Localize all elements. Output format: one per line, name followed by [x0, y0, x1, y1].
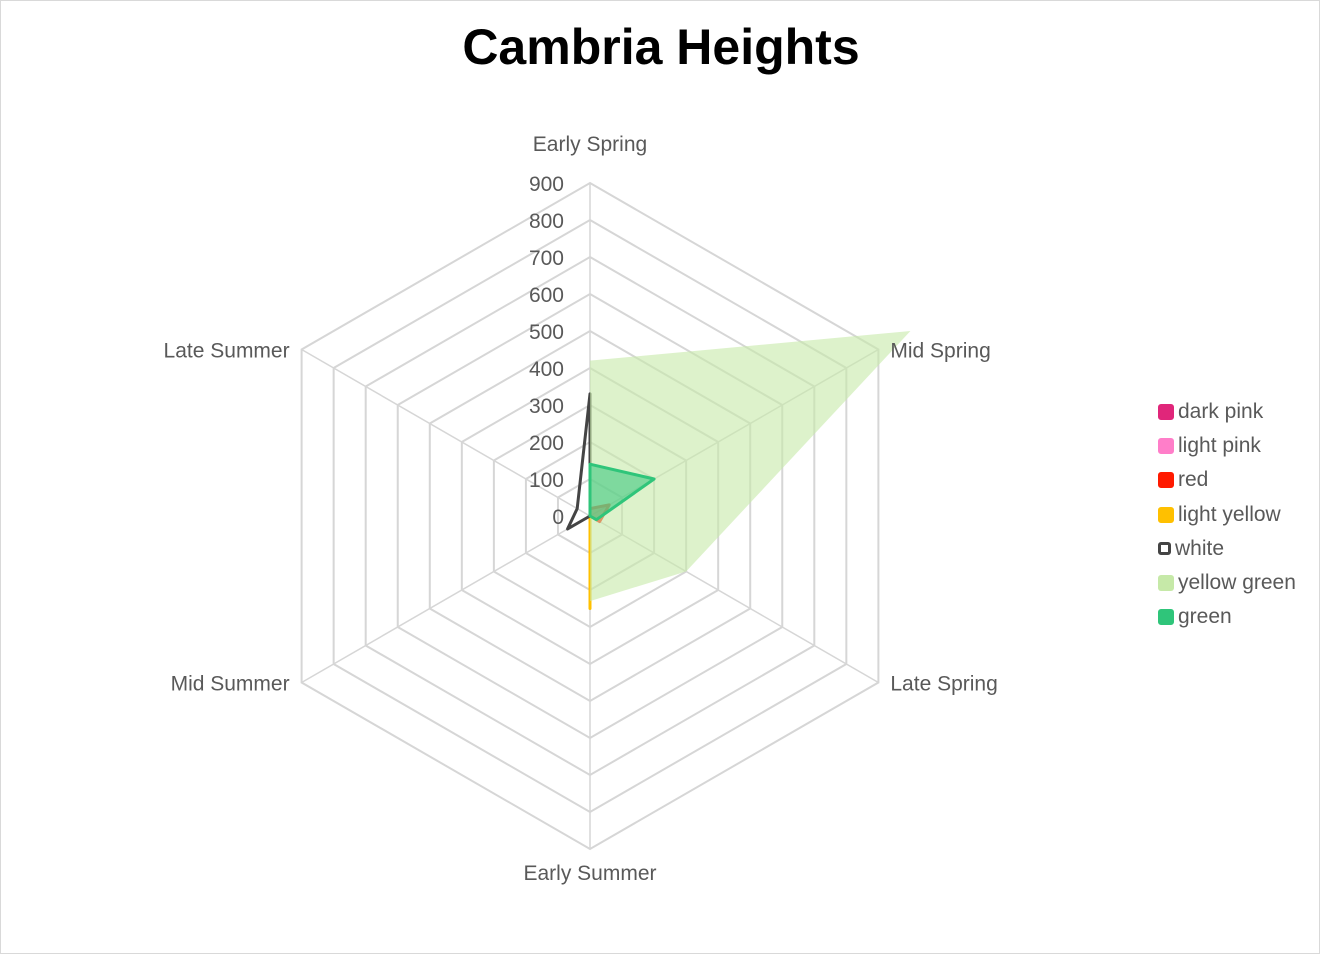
legend-item: dark pink	[1158, 395, 1296, 429]
legend-label: light pink	[1178, 434, 1261, 458]
legend-label: dark pink	[1178, 400, 1264, 424]
legend-label: light yellow	[1178, 502, 1281, 526]
tick-label: 800	[529, 210, 564, 233]
legend-item: white	[1158, 532, 1296, 566]
category-label: Late Spring	[890, 673, 997, 696]
tick-label: 600	[529, 284, 564, 307]
grid-spoke	[301, 348, 591, 517]
tick-label: 200	[529, 432, 564, 455]
category-label: Late Summer	[164, 340, 290, 363]
category-label: Mid Summer	[171, 673, 290, 696]
legend-label: yellow green	[1178, 571, 1296, 595]
tick-label: 700	[529, 247, 564, 270]
legend-swatch	[1158, 438, 1174, 455]
tick-label: 400	[529, 358, 564, 381]
tick-label: 300	[529, 395, 564, 418]
legend-swatch	[1158, 609, 1174, 626]
legend-swatch	[1158, 575, 1174, 592]
legend-item: green	[1158, 600, 1296, 634]
radar-series	[566, 331, 911, 610]
series-yellow-green	[590, 331, 911, 602]
series-green	[588, 462, 656, 522]
legend-item: light pink	[1158, 429, 1296, 463]
category-label: Early Summer	[523, 862, 656, 885]
legend: dark pink light pink red light yellow white y…	[1158, 395, 1296, 634]
tick-label: 100	[529, 469, 564, 492]
tick-label: 0	[552, 506, 564, 529]
legend-item: yellow green	[1158, 566, 1296, 600]
tick-label: 500	[529, 321, 564, 344]
legend-label: white	[1175, 536, 1225, 560]
legend-swatch	[1158, 404, 1174, 421]
legend-swatch	[1158, 472, 1174, 489]
legend-item: light yellow	[1158, 498, 1296, 532]
legend-swatch	[1158, 542, 1171, 556]
grid-spoke	[301, 515, 591, 684]
tick-label: 900	[529, 173, 564, 196]
category-label: Early Spring	[533, 133, 647, 156]
category-label: Mid Spring	[890, 340, 990, 363]
legend-label: red	[1178, 468, 1209, 492]
legend-swatch	[1158, 506, 1174, 523]
legend-item: red	[1158, 463, 1296, 497]
radar-labels: 0 100 200 300 400 500 600 700 800 900 Early Spring…	[164, 133, 998, 885]
legend-label: green	[1178, 605, 1232, 629]
chart-title: Cambria Heights	[462, 19, 860, 75]
